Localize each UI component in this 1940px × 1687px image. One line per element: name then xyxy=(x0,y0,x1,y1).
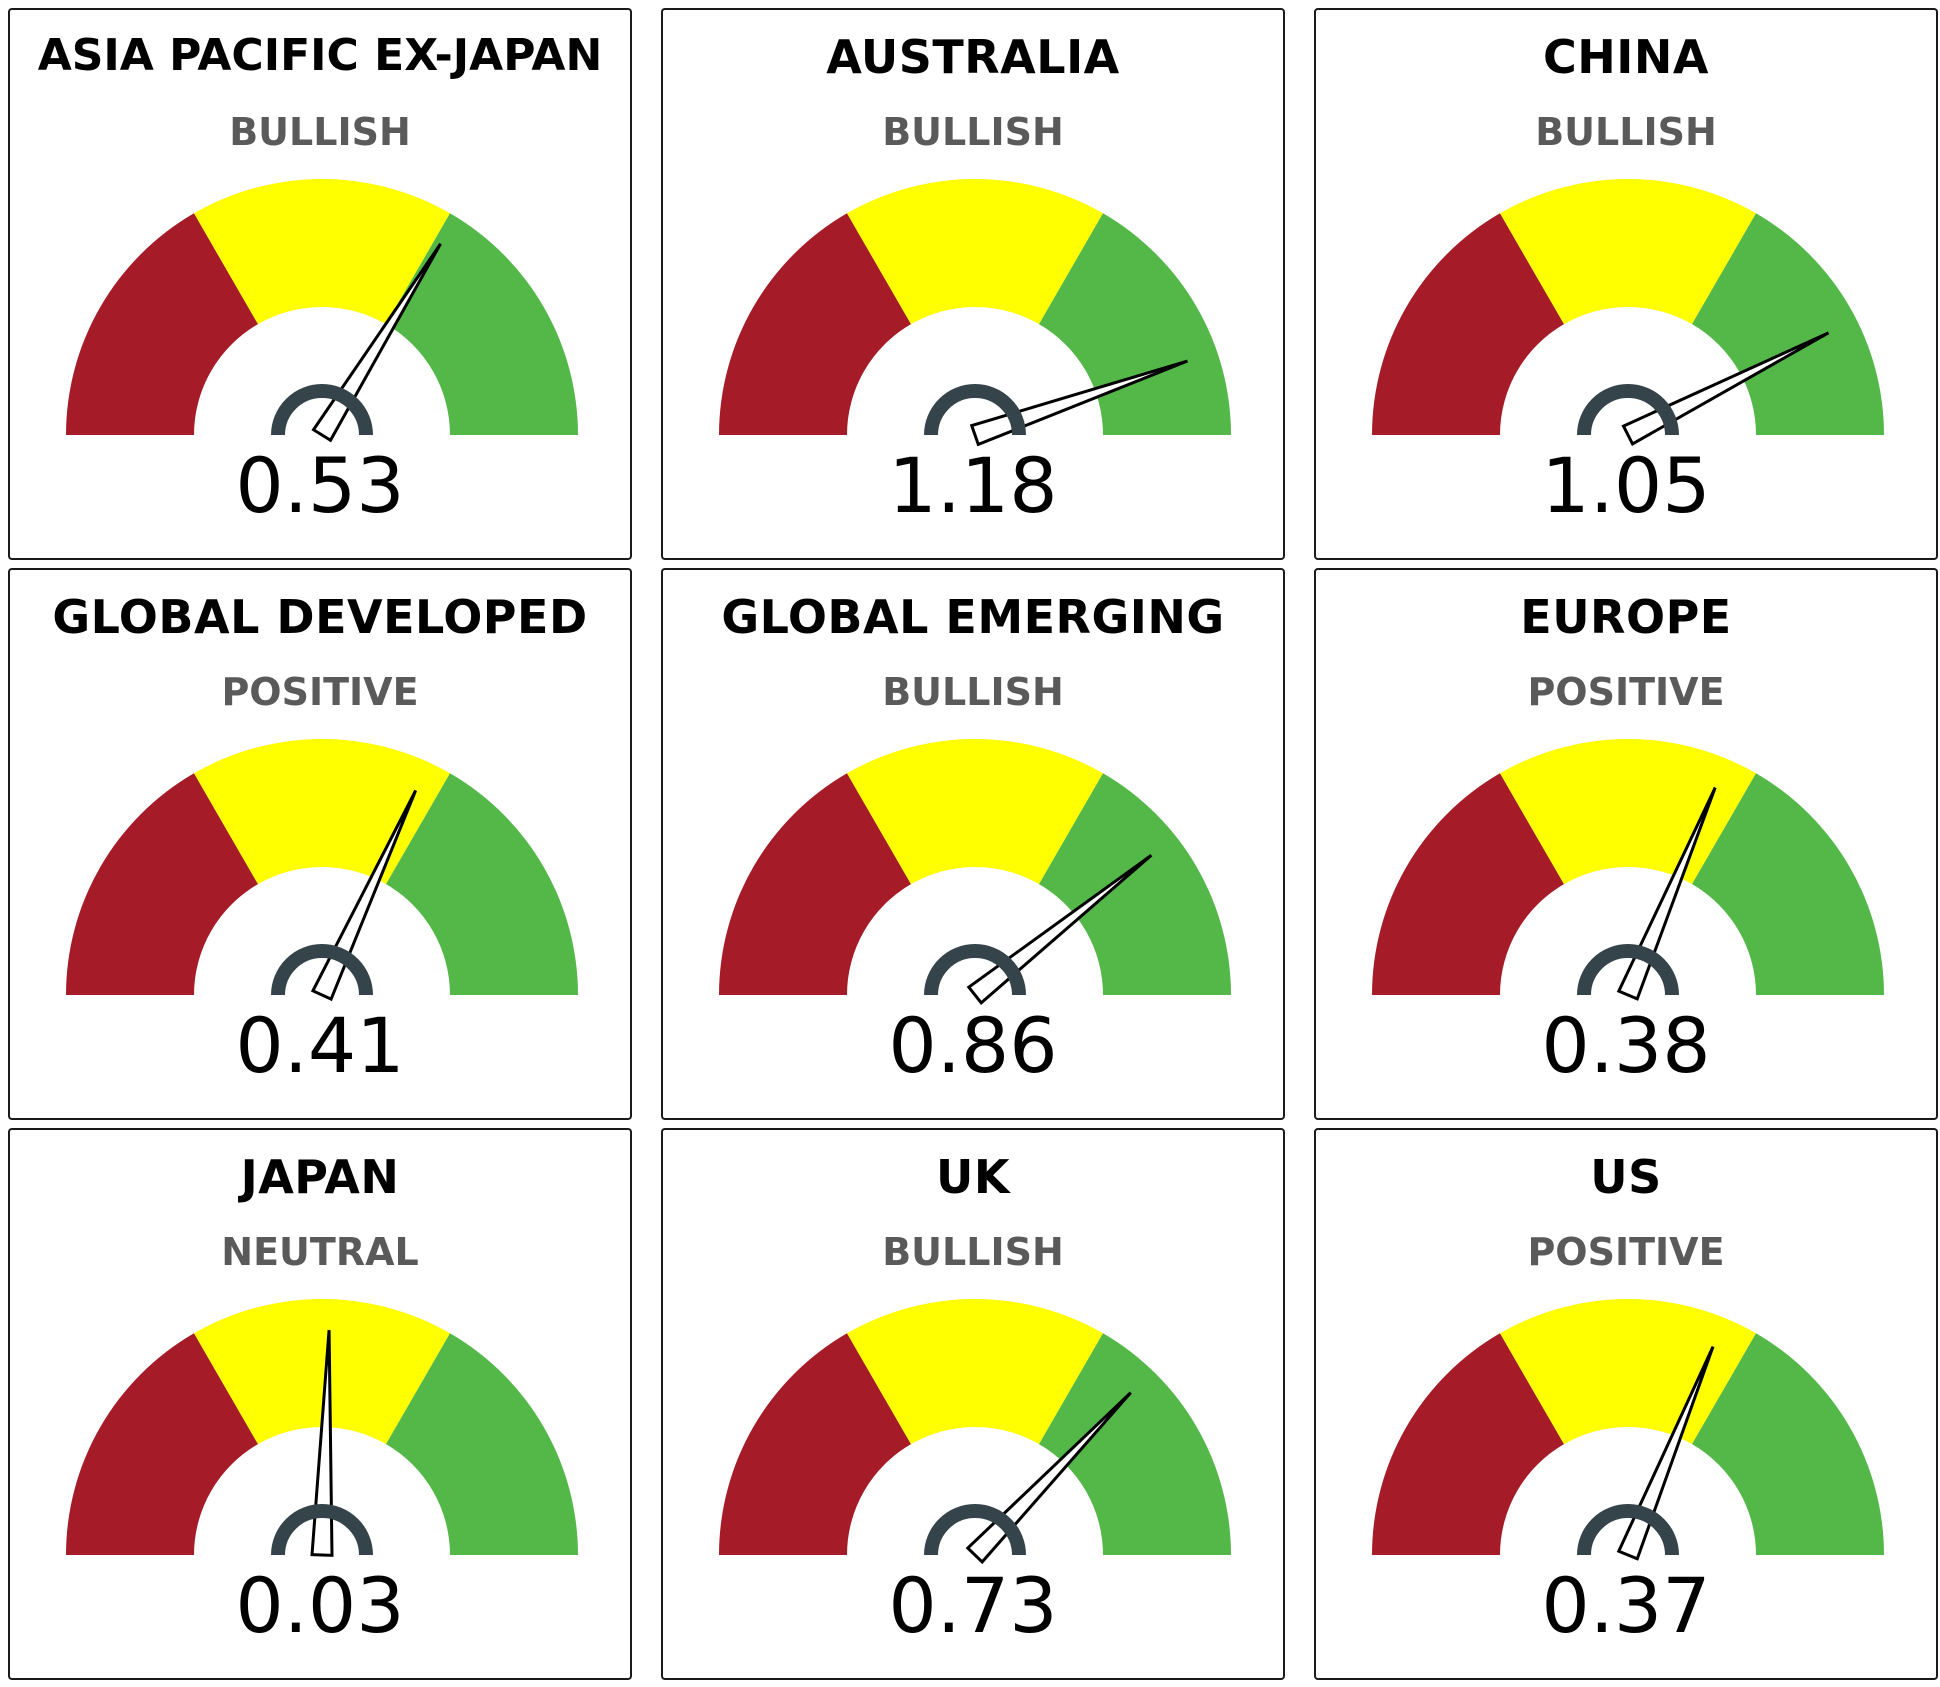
gauge-title: ASIA PACIFIC EX-JAPAN xyxy=(37,30,603,81)
gauge-panel-japan: JAPAN NEUTRAL 0.03 xyxy=(8,1128,632,1680)
gauge-title: CHINA xyxy=(1543,30,1709,84)
gauge-title: EUROPE xyxy=(1520,590,1732,644)
gauge-hub xyxy=(271,944,373,996)
gauge-band-left xyxy=(719,213,911,435)
gauge-panel-china: CHINA BULLISH 1.05 xyxy=(1314,8,1938,560)
gauge-band-left xyxy=(66,1333,258,1555)
gauge-band-right xyxy=(386,773,578,995)
gauge-hub xyxy=(924,384,1026,436)
gauge-status: NEUTRAL xyxy=(221,1230,419,1274)
gauge-status: POSITIVE xyxy=(221,670,419,714)
gauge-needle xyxy=(1616,1346,1715,1561)
gauge-band-left xyxy=(66,773,258,995)
gauge-band-middle xyxy=(1500,178,1756,325)
gauge-title: JAPAN xyxy=(240,1150,400,1204)
gauge-band-middle xyxy=(194,739,450,885)
gauge-hub xyxy=(271,384,373,436)
gauge-band-middle xyxy=(847,178,1103,325)
gauge-value: 0.86 xyxy=(888,1001,1058,1090)
gauge-band-middle xyxy=(194,1299,450,1445)
gauge-value: 1.18 xyxy=(888,441,1058,530)
gauge-value: 0.37 xyxy=(1541,1561,1711,1650)
gauge-band-right xyxy=(1039,773,1231,995)
gauge-band-right xyxy=(386,1333,578,1555)
gauge-band-right xyxy=(1039,213,1231,435)
gauge-needle xyxy=(310,1329,334,1557)
gauge-hub xyxy=(1577,1504,1679,1556)
gauge-title: GLOBAL EMERGING xyxy=(721,590,1225,644)
gauge-needle xyxy=(311,242,442,443)
gauge-title: AUSTRALIA xyxy=(826,30,1120,84)
gauge-status: POSITIVE xyxy=(1527,1230,1725,1274)
gauge-band-left xyxy=(719,773,911,995)
gauge-needle xyxy=(1621,331,1830,446)
gauge-panel-europe: EUROPE POSITIVE 0.38 xyxy=(1314,568,1938,1120)
gauge-band-left xyxy=(66,213,258,435)
gauge-panel-us: US POSITIVE 0.37 xyxy=(1314,1128,1938,1680)
gauge-value: 0.41 xyxy=(235,1001,405,1090)
gauge-needle xyxy=(966,854,1153,1005)
gauge-title: US xyxy=(1590,1150,1662,1204)
gauge-value: 0.73 xyxy=(888,1561,1058,1650)
gauge-hub xyxy=(1577,384,1679,436)
gauge-band-right xyxy=(1692,213,1884,435)
gauge-band-right xyxy=(1039,1333,1231,1555)
gauge-status: BULLISH xyxy=(229,110,411,154)
gauge-hub xyxy=(924,1504,1026,1556)
gauge-status: BULLISH xyxy=(882,670,1064,714)
gauge-band-right xyxy=(1692,1333,1884,1555)
gauge-band-right xyxy=(1692,773,1884,995)
gauge-value: 0.53 xyxy=(235,441,405,530)
gauge-band-left xyxy=(1372,1333,1564,1555)
gauge-band-middle xyxy=(194,178,450,325)
gauge-hub xyxy=(271,1504,373,1556)
gauge-needle xyxy=(1616,786,1717,1001)
gauge-hub xyxy=(924,944,1026,996)
gauge-hub xyxy=(1577,944,1679,996)
gauge-band-right xyxy=(386,213,578,435)
gauge-band-middle xyxy=(1500,1299,1756,1445)
gauge-needle xyxy=(310,789,418,1002)
gauge-band-middle xyxy=(847,739,1103,885)
gauge-status: BULLISH xyxy=(882,110,1064,154)
gauge-value: 0.38 xyxy=(1541,1001,1711,1090)
gauge-panel-global-developed: GLOBAL DEVELOPED POSITIVE 0.41 xyxy=(8,568,632,1120)
gauge-panel-australia: AUSTRALIA BULLISH 1.18 xyxy=(661,8,1285,560)
gauge-panel-global-emerging: GLOBAL EMERGING BULLISH 0.86 xyxy=(661,568,1285,1120)
gauge-status: BULLISH xyxy=(1535,110,1717,154)
gauge-panel-asia-pacific-ex-japan: ASIA PACIFIC EX-JAPAN BULLISH 0.53 xyxy=(8,8,632,560)
gauge-band-left xyxy=(1372,773,1564,995)
gauge-band-left xyxy=(719,1333,911,1555)
gauge-value: 0.03 xyxy=(235,1561,405,1650)
gauge-status: BULLISH xyxy=(882,1230,1064,1274)
gauge-title: UK xyxy=(936,1150,1010,1204)
gauge-band-middle xyxy=(847,1299,1103,1445)
gauge-panel-uk: UK BULLISH 0.73 xyxy=(661,1128,1285,1680)
gauge-needle xyxy=(969,359,1189,447)
gauge-value: 1.05 xyxy=(1541,441,1711,530)
gauge-title: GLOBAL DEVELOPED xyxy=(52,590,588,644)
gauge-status: POSITIVE xyxy=(1527,670,1725,714)
gauge-band-left xyxy=(1372,213,1564,435)
gauge-band-middle xyxy=(1500,739,1756,885)
gauge-needle xyxy=(965,1391,1132,1565)
